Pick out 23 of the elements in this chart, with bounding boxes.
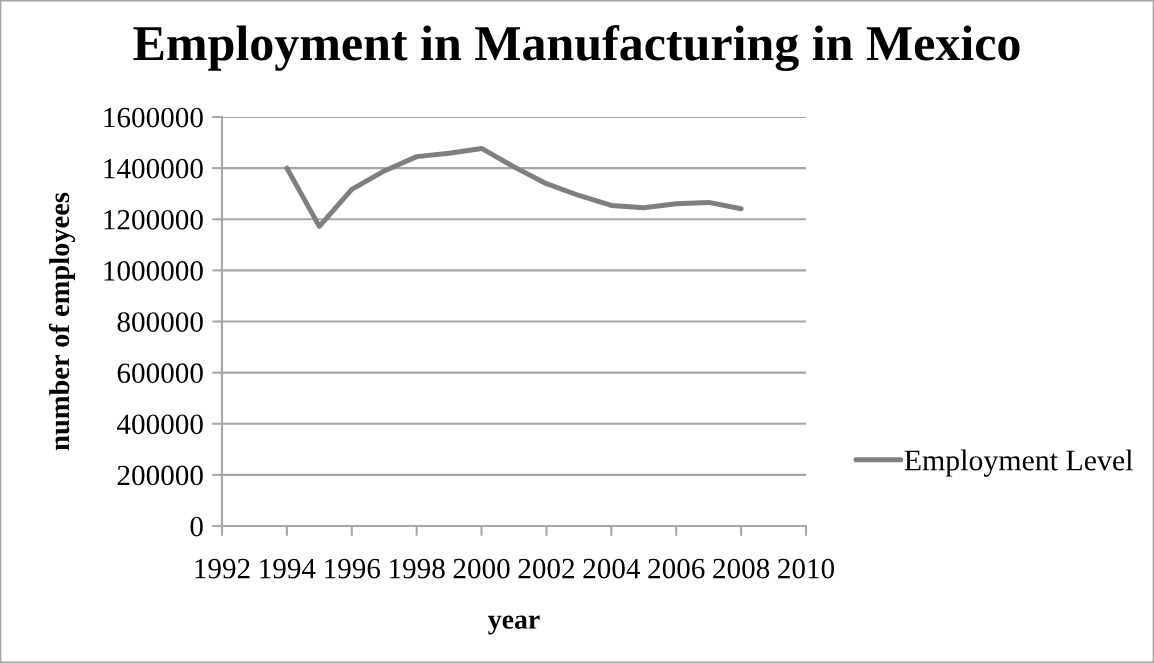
- x-tick-label: 1998: [390, 558, 445, 579]
- y-tick-label: 0: [190, 516, 203, 537]
- x-tick-label: 2008: [713, 558, 770, 579]
- x-tick-label: 2006: [648, 558, 705, 579]
- y-tick-label: 1400000: [104, 158, 203, 179]
- x-tick-label: 2004: [583, 558, 641, 579]
- y-tick-label: 1200000: [104, 209, 203, 230]
- x-tick-label: 1994: [260, 558, 316, 579]
- y-tick-label: 1000000: [104, 261, 203, 281]
- x-tick-label: 1996: [325, 558, 381, 579]
- y-tick-label: 800000: [117, 312, 203, 332]
- x-tick-label: 2010: [778, 558, 835, 579]
- y-tick-label: 600000: [117, 363, 203, 384]
- x-axis-title: year: [488, 615, 540, 635]
- y-tick-label: 1600000: [104, 107, 203, 128]
- y-tick-label: 200000: [117, 465, 203, 486]
- y-tick-label: 400000: [117, 414, 203, 435]
- legend-label: Employment Level: [904, 449, 1133, 477]
- x-tick-label: 2000: [453, 558, 510, 579]
- x-tick-label: 1992: [195, 558, 250, 579]
- x-tick-label: 2002: [518, 558, 574, 579]
- y-axis-title: number of employees: [48, 192, 76, 451]
- chart-title: Employment in Manufacturing in Mexico: [133, 24, 1020, 72]
